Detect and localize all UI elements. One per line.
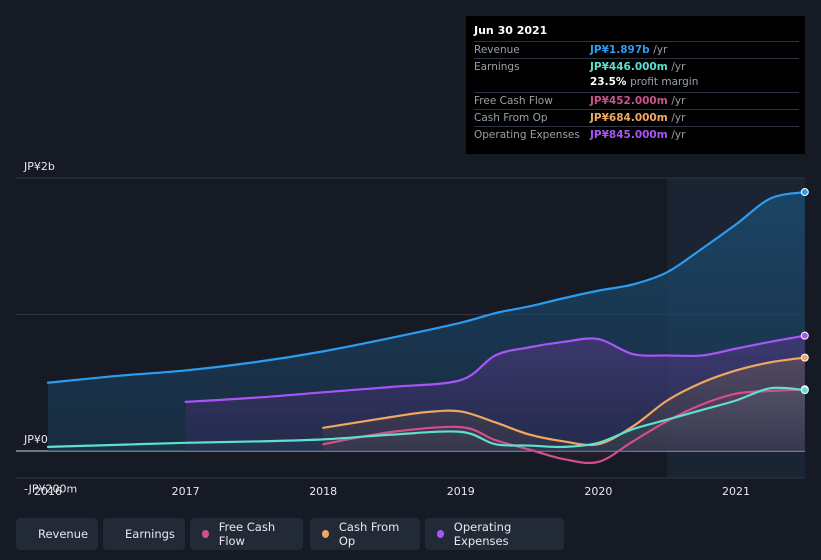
tooltip-value: JP¥452.000m /yr <box>590 95 685 107</box>
profit-margin-label: profit margin <box>630 76 699 88</box>
tooltip-value-number: JP¥452.000m <box>590 95 668 107</box>
revenue-end-marker <box>800 188 809 197</box>
tooltip-value: JP¥446.000m /yr <box>590 61 685 73</box>
tooltip-value-unit: /yr <box>671 95 686 107</box>
operating-expenses-line <box>184 334 806 403</box>
earnings-end-marker <box>800 386 809 395</box>
tooltip-row-margin: 23.5% profit margin <box>474 75 799 92</box>
legend-label: Cash From Op <box>338 520 400 548</box>
tooltip-row-fcf: Free Cash Flow JP¥452.000m /yr <box>474 92 799 110</box>
legend-label: Revenue <box>38 527 89 541</box>
x-axis-labels: 2016 2017 2018 2019 2020 2021 <box>34 485 750 498</box>
tooltip-value-unit: /yr <box>653 44 668 56</box>
tooltip-row-opex: Operating Expenses JP¥845.000m /yr <box>474 126 799 144</box>
tooltip-label: Earnings <box>474 61 520 73</box>
tooltip-value-unit: /yr <box>671 61 686 73</box>
profit-margin: 23.5% profit margin <box>590 76 698 88</box>
tooltip-value-number: JP¥684.000m <box>590 112 668 124</box>
series-lines <box>46 190 806 465</box>
revenue-line <box>46 190 806 384</box>
y-tick-label: -JP¥200m <box>24 482 77 495</box>
legend-operating-expenses[interactable]: Operating Expenses <box>425 518 564 550</box>
earnings-line <box>46 386 806 449</box>
x-tick-label: 2016 <box>34 485 62 498</box>
free-cash-flow-line <box>322 388 806 465</box>
legend-dot-icon <box>322 530 329 538</box>
y-tick-label: JP¥2b <box>23 160 55 173</box>
profit-margin-value: 23.5% <box>590 76 627 88</box>
tooltip-label: Cash From Op <box>474 112 548 124</box>
y-axis-labels: JP¥2b JP¥0 -JP¥200m <box>23 160 77 495</box>
y-tick-label: JP¥0 <box>23 433 48 446</box>
tooltip-row-cfo: Cash From Op JP¥684.000m /yr <box>474 109 799 127</box>
x-tick-label: 2021 <box>722 485 750 498</box>
x-tick-label: 2020 <box>584 485 612 498</box>
tooltip-value-number: JP¥1.897b <box>590 44 650 56</box>
tooltip-value: JP¥1.897b /yr <box>590 44 667 56</box>
tooltip-value: JP¥845.000m /yr <box>590 129 685 141</box>
legend-free-cash-flow[interactable]: Free Cash Flow <box>190 518 303 550</box>
tooltip-row-earnings: Earnings JP¥446.000m /yr <box>474 58 799 76</box>
legend-dot-icon <box>437 530 444 538</box>
cash-from-op-end-marker <box>800 353 809 362</box>
x-tick-label: 2018 <box>309 485 337 498</box>
operating-expenses-end-marker <box>800 331 809 340</box>
tooltip-value: JP¥684.000m /yr <box>590 112 685 124</box>
legend-revenue[interactable]: Revenue <box>16 518 98 550</box>
legend-label: Earnings <box>125 527 175 541</box>
tooltip-value-number: JP¥845.000m <box>590 129 668 141</box>
tooltip-label: Revenue <box>474 44 520 56</box>
legend-label: Operating Expenses <box>453 520 512 548</box>
legend-cash-from-op[interactable]: Cash From Op <box>310 518 420 550</box>
tooltip: Jun 30 2021 Revenue JP¥1.897b /yr Earnin… <box>466 16 805 154</box>
tooltip-label: Operating Expenses <box>474 129 580 141</box>
legend-earnings[interactable]: Earnings <box>103 518 185 550</box>
x-tick-label: 2019 <box>447 485 475 498</box>
tooltip-row-revenue: Revenue JP¥1.897b /yr <box>474 41 799 59</box>
tooltip-label: Free Cash Flow <box>474 95 553 107</box>
legend-dot-icon <box>202 530 209 538</box>
legend-label: Free Cash Flow <box>218 520 276 548</box>
tooltip-value-unit: /yr <box>671 129 686 141</box>
series-end-markers <box>800 188 809 395</box>
cash-from-op-line <box>322 356 806 447</box>
x-tick-label: 2017 <box>172 485 200 498</box>
tooltip-date: Jun 30 2021 <box>474 24 548 37</box>
tooltip-value-number: JP¥446.000m <box>590 61 668 73</box>
tooltip-value-unit: /yr <box>671 112 686 124</box>
